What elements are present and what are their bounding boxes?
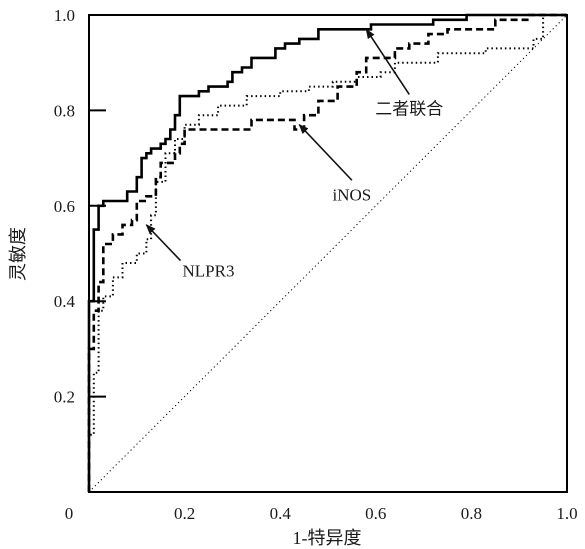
tick-labels: 0.2 0.4 0.6 0.8 1.0 0 0.2 0.4 0.6 0.8 1.0 (54, 6, 578, 523)
annotation-label: 二者联合 (375, 99, 443, 118)
series-group (87, 13, 568, 493)
annotation-label: iNOS (333, 185, 372, 204)
series-line-roc-2 (88, 14, 567, 492)
annotation-arrow (365, 28, 410, 95)
y-tick-label: 0.6 (54, 197, 75, 216)
annotation-arrow (298, 123, 353, 181)
x-tick-label: 0.2 (174, 504, 195, 523)
annotations: 二者联合 iNOS NLPR3 (145, 28, 443, 281)
annotation-arrow (145, 224, 182, 262)
y-tick-label: 1.0 (54, 6, 75, 25)
x-tick-label: 0.8 (461, 504, 482, 523)
x-axis-label: 1-特异度 (293, 528, 362, 548)
x-tick-label: 1.0 (556, 504, 577, 523)
annotation-label: NLPR3 (183, 262, 235, 281)
series-line-roc-1 (87, 13, 567, 492)
plot-frame (88, 14, 568, 493)
y-axis-label: 灵敏度 (8, 227, 28, 281)
y-tick-label: 0.2 (54, 388, 75, 407)
plot-area (88, 14, 568, 493)
x-tick-label: 0 (65, 504, 74, 523)
y-tick-label: 0.4 (54, 292, 76, 311)
series-line-roc-0 (87, 13, 567, 492)
x-tick-label: 0.4 (270, 504, 292, 523)
y-tick-label: 0.8 (54, 101, 75, 120)
x-tick-label: 0.6 (365, 504, 386, 523)
